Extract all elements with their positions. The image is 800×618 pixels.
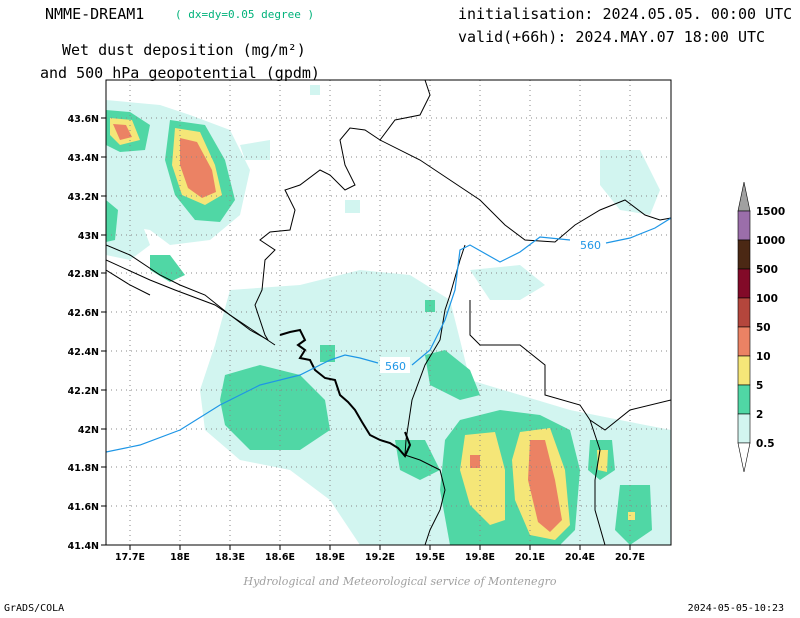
legend-label: 500 xyxy=(756,264,778,276)
dust-area-patch-2 xyxy=(240,140,270,160)
dust-green-patch xyxy=(320,345,335,362)
legend-swatch-10 xyxy=(737,326,751,357)
legend-labels: 1500 1000 500 100 50 10 5 2 0.5 xyxy=(756,206,785,450)
axis-ticks xyxy=(101,117,631,550)
border-line-9 xyxy=(589,419,606,545)
lon-label: 18E xyxy=(170,552,190,563)
render-timestamp: 2024-05-05-10:23 xyxy=(687,603,784,614)
dust-orange-se-2 xyxy=(528,440,562,532)
dust-green-coast xyxy=(395,440,440,480)
dust-area-east xyxy=(470,265,545,300)
longitude-labels: 17.7E 18E 18.3E 18.6E 18.9E 19.2E 19.5E … xyxy=(115,552,645,563)
legend-label: 5 xyxy=(756,380,763,392)
legend-arrow-bottom xyxy=(737,442,751,473)
contour-label-1: 560 xyxy=(385,360,406,373)
map-graticule xyxy=(106,80,671,545)
dust-orange-west xyxy=(113,124,132,140)
legend-label: 100 xyxy=(756,293,778,305)
legend-swatch-0-5 xyxy=(737,413,751,444)
legend-label: 10 xyxy=(756,351,771,363)
legend-swatch-100 xyxy=(737,268,751,299)
lat-label: 41.6N xyxy=(68,502,99,513)
latitude-labels: 43.6N 43.4N 43.2N 43N 42.8N 42.6N 42.4N … xyxy=(68,114,99,552)
lon-label: 18.3E xyxy=(215,552,245,563)
valid-time: valid(+66h): 2024.MAY.07 18:00 UTC xyxy=(458,28,766,46)
legend-swatch-2 xyxy=(737,384,751,415)
dust-yellow-far-se xyxy=(628,512,635,520)
legend-swatch-50 xyxy=(737,297,751,328)
border-line-7 xyxy=(106,269,151,296)
legend-label: 0.5 xyxy=(756,438,775,450)
legend-label: 50 xyxy=(756,322,771,334)
lat-label: 42.8N xyxy=(68,269,99,280)
model-name: NMME-DREAM1 xyxy=(45,5,145,23)
border-line-2 xyxy=(379,139,671,243)
dust-level-10-areas xyxy=(113,124,562,532)
dust-yellow-east xyxy=(597,450,608,472)
lat-label: 42.6N xyxy=(68,308,99,319)
lat-label: 43.4N xyxy=(68,153,99,164)
lon-label: 20.4E xyxy=(565,552,595,563)
lat-label: 43.2N xyxy=(68,192,99,203)
legend-arrow-top xyxy=(737,181,751,212)
field-title-line-1: Wet dust deposition (mg/m²) xyxy=(62,41,306,59)
lat-label: 42.2N xyxy=(68,386,99,397)
border-line-3 xyxy=(404,244,466,456)
dust-orange-se-1 xyxy=(470,455,480,468)
legend-swatch-1000 xyxy=(737,210,751,241)
lat-label: 41.4N xyxy=(68,541,99,552)
dust-deposition-field xyxy=(106,85,671,545)
geopotential-contour-south xyxy=(106,354,379,453)
border-line-6 xyxy=(106,259,276,346)
lat-label: 43N xyxy=(78,231,99,242)
lat-label: 41.8N xyxy=(68,463,99,474)
dust-green-small xyxy=(150,255,185,282)
geopotential-contour-north xyxy=(605,217,671,244)
geopotential-contours xyxy=(106,217,671,453)
coastline xyxy=(279,328,412,458)
dust-area-ne xyxy=(600,150,660,215)
lon-label: 19.8E xyxy=(465,552,495,563)
lon-label: 20.1E xyxy=(515,552,545,563)
dust-area-patch-1 xyxy=(345,200,360,213)
lat-label: 42N xyxy=(78,425,99,436)
lon-label: 18.9E xyxy=(315,552,345,563)
legend-label: 1500 xyxy=(756,206,785,218)
contour-label-bg-1 xyxy=(380,357,410,373)
country-borders xyxy=(106,80,671,545)
dust-green-sw xyxy=(220,365,330,450)
legend-label: 1000 xyxy=(756,235,785,247)
border-line-5 xyxy=(106,244,269,341)
initialisation-time: initialisation: 2024.05.05. 00:00 UTC xyxy=(458,5,793,23)
legend-swatch-500 xyxy=(737,239,751,270)
lon-label: 20.7E xyxy=(615,552,645,563)
credit-line: Hydrological and Meteorological service … xyxy=(243,575,557,588)
border-line-4 xyxy=(469,300,671,431)
color-legend xyxy=(737,181,751,473)
software-label: GrADS/COLA xyxy=(4,603,65,614)
dust-orange-north xyxy=(180,138,216,198)
dust-green-central xyxy=(425,350,480,400)
legend-label: 2 xyxy=(756,409,763,421)
dust-area-patch-3 xyxy=(310,85,320,95)
model-resolution: ( dx=dy=0.05 degree ) xyxy=(175,8,315,21)
border-line-8 xyxy=(404,454,446,545)
contour-label-bg-2 xyxy=(574,236,604,252)
lat-label: 42.4N xyxy=(68,347,99,358)
geopotential-contour-south-2 xyxy=(411,236,571,366)
lon-label: 18.6E xyxy=(265,552,295,563)
field-title-line-2: and 500 hPa geopotential (gpdm) xyxy=(40,64,320,82)
legend-swatch-5 xyxy=(737,355,751,386)
dust-area-nw-edge xyxy=(106,190,150,260)
dust-green-edge xyxy=(106,200,118,242)
lat-label: 43.6N xyxy=(68,114,99,125)
lon-label: 17.7E xyxy=(115,552,145,563)
lon-label: 19.2E xyxy=(365,552,395,563)
contour-label-2: 560 xyxy=(580,239,601,252)
lon-label: 19.5E xyxy=(415,552,445,563)
